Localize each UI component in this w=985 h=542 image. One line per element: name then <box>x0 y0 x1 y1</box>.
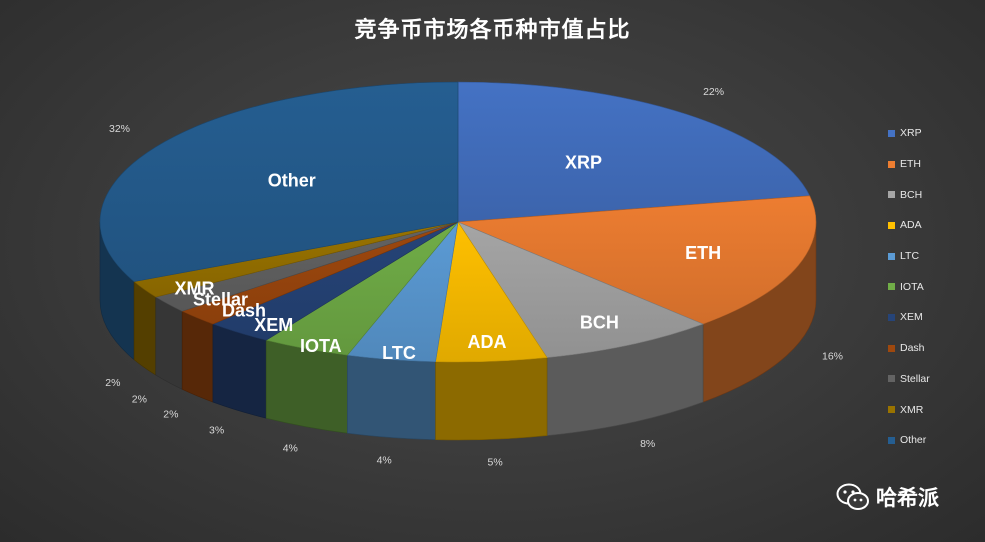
percent-labels: 22% 16% 8% 5% 4% 4% 3% 2% 2% 2% 32% <box>105 86 843 468</box>
percent-label-ada: 5% <box>488 456 503 468</box>
pie-slice-bch <box>457 221 704 358</box>
slice-label-eth: ETH <box>685 243 721 263</box>
legend-label: ADA <box>900 219 922 232</box>
legend-swatch <box>888 191 895 199</box>
pie-side-ltc <box>347 354 436 441</box>
legend-label: BCH <box>900 188 923 201</box>
percent-label-other: 32% <box>109 123 130 135</box>
pie-side-dash <box>181 310 214 403</box>
slice-label-iota: IOTA <box>300 336 342 356</box>
legend-swatch <box>888 313 895 321</box>
legend-swatch <box>888 221 895 229</box>
legend-item-iota: IOTA <box>888 271 978 302</box>
legend-label: XRP <box>900 127 922 140</box>
pie-side-stellar <box>155 296 183 390</box>
legend-swatch <box>888 436 895 444</box>
percent-label-iota: 4% <box>283 442 298 454</box>
percent-label-xrp: 22% <box>703 86 724 98</box>
pie-slice-xrp <box>457 81 811 223</box>
legend-label: XMR <box>900 403 924 416</box>
slice-label-dash: Dash <box>222 301 266 321</box>
legend-swatch <box>888 375 895 383</box>
chart-legend: XRP ETH BCH ADA LTC IOTA XEM Dash Stellar XMR Othe… <box>888 118 978 456</box>
slice-label-xrp: XRP <box>565 153 602 173</box>
legend-label: ETH <box>900 158 921 171</box>
pie-top <box>99 81 817 363</box>
legend-item-dash: Dash <box>888 333 978 364</box>
legend-swatch <box>888 252 895 260</box>
slice-label-stellar: Stellar <box>193 290 248 310</box>
pie-side-walls <box>99 221 817 441</box>
slice-label-xmr: XMR <box>175 279 215 299</box>
legend-swatch <box>888 344 895 352</box>
percent-label-stellar: 2% <box>132 394 147 406</box>
pie-slice-eth <box>457 195 817 325</box>
percent-label-ltc: 4% <box>377 454 392 466</box>
legend-item-other: Other <box>888 425 978 456</box>
legend-label: IOTA <box>900 280 924 293</box>
watermark-text: 哈希派 <box>876 486 939 510</box>
slice-label-ltc: LTC <box>382 343 416 363</box>
legend-label: Dash <box>900 342 925 355</box>
percent-label-xem: 3% <box>209 425 224 437</box>
legend-item-ltc: LTC <box>888 241 978 272</box>
legend-item-eth: ETH <box>888 149 978 180</box>
legend-label: Stellar <box>900 372 930 385</box>
pie-side-ada <box>435 357 548 441</box>
slice-label-ada: ADA <box>468 332 507 352</box>
percent-label-xmr: 2% <box>105 377 120 389</box>
chart-title: 竞争币市场各币种市值占比 <box>354 18 631 43</box>
legend-swatch <box>888 160 895 168</box>
legend-item-xrp: XRP <box>888 118 978 149</box>
legend-item-stellar: Stellar <box>888 364 978 395</box>
legend-item-xem: XEM <box>888 302 978 333</box>
pie-slice-other <box>99 81 459 282</box>
legend-label: Other <box>900 434 927 447</box>
legend-swatch <box>888 283 895 291</box>
slice-label-other: Other <box>268 171 316 191</box>
watermark: 哈希派 <box>836 480 939 514</box>
wechat-icon <box>836 483 869 510</box>
legend-item-ada: ADA <box>888 210 978 241</box>
legend-swatch <box>888 129 895 137</box>
percent-label-bch: 8% <box>640 438 655 450</box>
slice-label-xem: XEM <box>254 315 293 335</box>
legend-item-xmr: XMR <box>888 394 978 425</box>
pie-side-xmr <box>133 280 157 376</box>
percent-label-eth: 16% <box>822 351 843 363</box>
legend-item-bch: BCH <box>888 179 978 210</box>
legend-label: XEM <box>900 311 923 324</box>
legend-label: LTC <box>900 250 920 263</box>
percent-label-dash: 2% <box>163 408 178 420</box>
legend-swatch <box>888 406 895 414</box>
slice-label-bch: BCH <box>580 313 619 333</box>
